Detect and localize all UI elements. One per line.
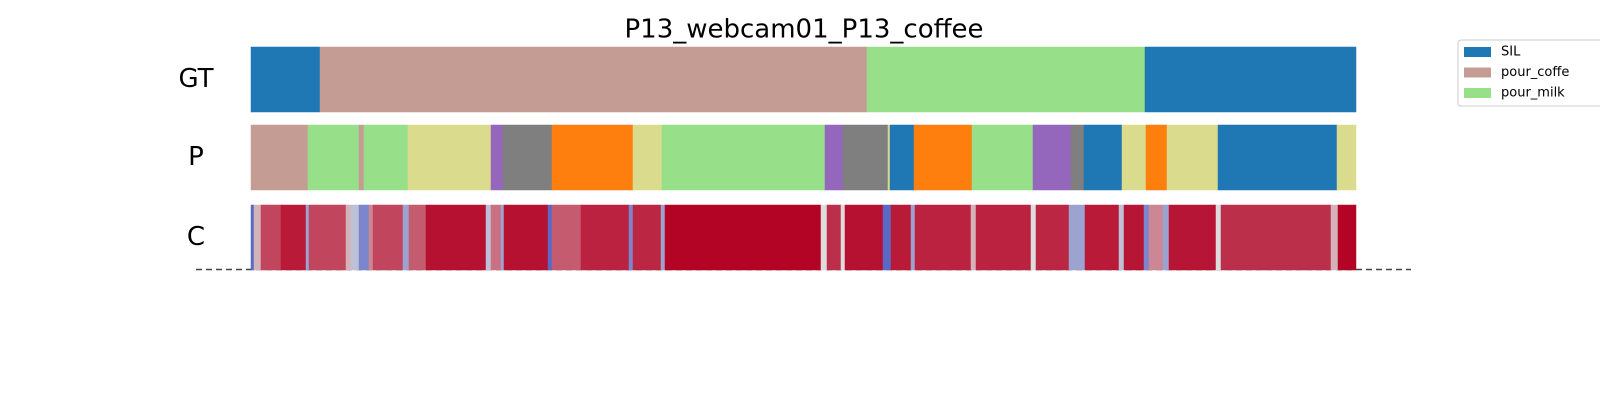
segment (826, 204, 842, 271)
segment (363, 124, 409, 191)
segment (408, 204, 427, 271)
segment (1217, 124, 1338, 191)
segment (319, 46, 868, 113)
legend-label: pour_milk (1501, 86, 1565, 101)
chart-title: P13_webcam01_P13_coffee (624, 15, 983, 45)
segment (664, 204, 822, 271)
segment (882, 204, 892, 271)
segment (887, 124, 891, 191)
segment (1215, 204, 1222, 271)
segment (350, 204, 360, 271)
segment (889, 124, 915, 191)
segment (500, 204, 505, 271)
segment (1118, 204, 1125, 271)
segment (503, 204, 549, 271)
segment (260, 204, 282, 271)
segment (485, 204, 492, 271)
segment (660, 204, 666, 271)
segment (1144, 46, 1357, 113)
segment (824, 124, 844, 191)
segment (1166, 124, 1219, 191)
segment (253, 204, 262, 271)
segment (580, 204, 630, 271)
segment (971, 124, 1034, 191)
segment (840, 204, 846, 271)
legend-swatch (1464, 67, 1491, 78)
segment (358, 124, 365, 191)
segment (820, 204, 828, 271)
segment (1336, 124, 1357, 191)
legend-swatch (1464, 88, 1491, 98)
segment (551, 204, 582, 271)
segment (632, 204, 662, 271)
legend-swatch (1464, 47, 1491, 57)
segment (1123, 204, 1145, 271)
segment (1083, 124, 1123, 191)
segment (345, 204, 352, 271)
segment (1145, 124, 1168, 191)
segment (358, 204, 370, 271)
legend-box (1457, 39, 1600, 107)
segment (1143, 204, 1150, 271)
segment (1068, 204, 1086, 271)
segment (1030, 204, 1037, 271)
segment (1121, 124, 1147, 191)
segment (305, 204, 310, 271)
segment (307, 124, 360, 191)
segment (914, 204, 972, 271)
segment (632, 124, 663, 191)
segment (661, 124, 826, 191)
segment (1220, 204, 1332, 271)
segment (975, 204, 1032, 271)
legend-label: SIL (1501, 45, 1521, 60)
segment (280, 204, 307, 271)
segment (1035, 204, 1070, 271)
segment (1084, 204, 1120, 271)
segment (372, 204, 404, 271)
segment (308, 204, 347, 271)
segment (425, 204, 487, 271)
segment (490, 124, 504, 191)
segment (402, 204, 410, 271)
segment (250, 124, 309, 191)
segment (1032, 124, 1072, 191)
segment (407, 124, 492, 191)
segment (1070, 124, 1085, 191)
segment (970, 204, 977, 271)
row-label: GT (178, 64, 213, 94)
segment (910, 204, 916, 271)
segment (1168, 204, 1217, 271)
segment (842, 124, 889, 191)
segment (1330, 204, 1339, 271)
segment (368, 204, 374, 271)
segment (490, 204, 502, 271)
segment (890, 204, 912, 271)
segment (866, 46, 1146, 113)
segment (502, 124, 553, 191)
legend-label: pour_coffe (1501, 65, 1569, 80)
segment (628, 204, 634, 271)
segment (250, 204, 255, 271)
segment (844, 204, 884, 271)
segment (1337, 204, 1357, 271)
segment (913, 124, 973, 191)
segment (551, 124, 634, 191)
segment (547, 204, 553, 271)
row-label: C (187, 222, 205, 252)
row-label: P (188, 142, 204, 172)
segment (1148, 204, 1164, 271)
segment (1162, 204, 1170, 271)
segment (250, 46, 321, 113)
